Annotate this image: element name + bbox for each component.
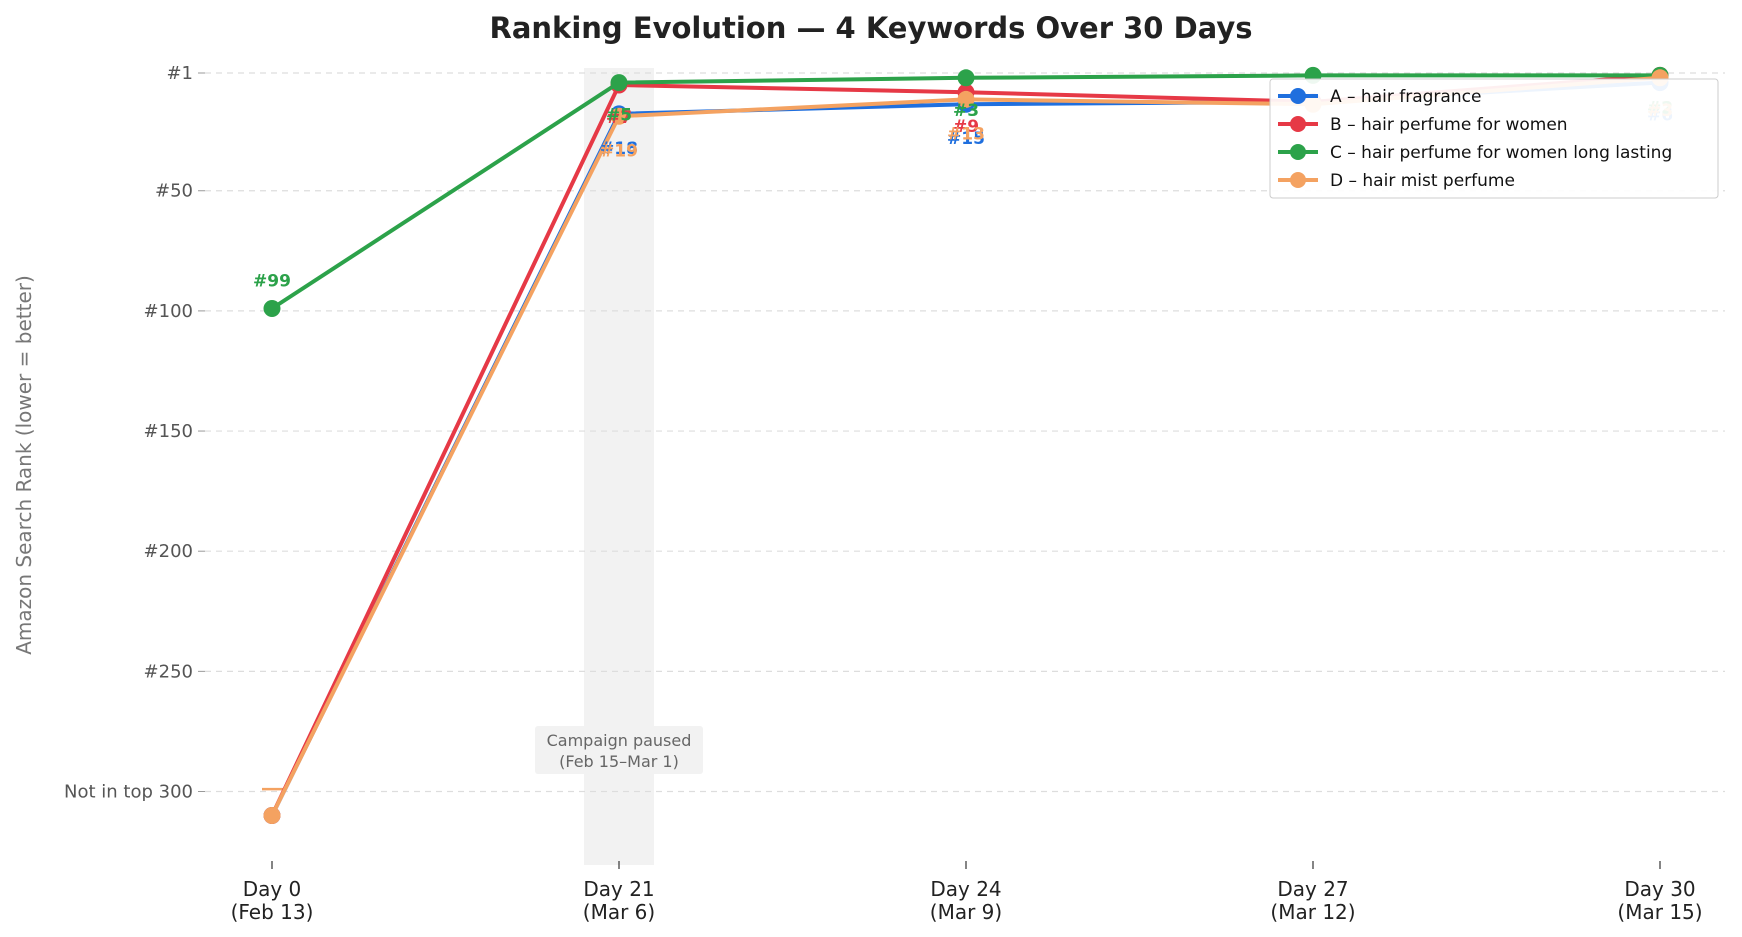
axes-group: #1 #50 #100 #150 #200 #250 Not in top 300 Day 0… bbox=[64, 63, 1703, 924]
point-label: #5 bbox=[606, 106, 632, 126]
data-point bbox=[263, 807, 281, 825]
x-tick-label: Day 30 bbox=[1624, 877, 1695, 901]
y-tick-label: #1 bbox=[166, 63, 193, 84]
legend-entry: D – hair mist perfume bbox=[1330, 171, 1515, 191]
shaded-region-label-box bbox=[535, 726, 703, 774]
y-tick-label: #250 bbox=[144, 661, 193, 682]
x-tick-sublabel: (Mar 9) bbox=[930, 900, 1002, 924]
x-tick-label: Day 27 bbox=[1277, 877, 1348, 901]
y-tick-label: #150 bbox=[144, 421, 193, 442]
data-point bbox=[610, 74, 628, 92]
shaded-region-label-line2: (Feb 15–Mar 1) bbox=[559, 752, 679, 771]
legend-swatch-marker bbox=[1290, 172, 1306, 188]
shaded-region-group: Campaign paused (Feb 15–Mar 1) bbox=[535, 68, 703, 865]
data-point bbox=[957, 69, 975, 87]
y-tick-label: Not in top 300 bbox=[64, 781, 193, 802]
shaded-region-label-line1: Campaign paused bbox=[547, 731, 692, 750]
point-label: #19 bbox=[600, 141, 638, 161]
data-point bbox=[610, 107, 628, 125]
legend-swatch-marker bbox=[1290, 116, 1306, 132]
y-tick-label: #50 bbox=[155, 181, 193, 202]
x-tick-label: Day 0 bbox=[243, 877, 302, 901]
data-point bbox=[263, 299, 281, 317]
y-tick-label: #100 bbox=[144, 301, 193, 322]
legend-swatch-marker bbox=[1290, 88, 1306, 104]
y-axis-label: Amazon Search Rank (lower = better) bbox=[12, 275, 36, 655]
point-label: #99 bbox=[253, 271, 291, 291]
chart-title: Ranking Evolution — 4 Keywords Over 30 D… bbox=[490, 11, 1253, 45]
point-label: #7 bbox=[606, 108, 632, 128]
legend-box bbox=[1269, 78, 1719, 199]
x-tick-sublabel: (Mar 6) bbox=[583, 900, 655, 924]
point-label: #9 bbox=[953, 117, 979, 137]
legend: A – hair fragrance B – hair perfume for w… bbox=[1269, 78, 1719, 199]
legend-entry: C – hair perfume for women long lasting bbox=[1330, 143, 1672, 163]
x-tick-label: Day 24 bbox=[930, 877, 1001, 901]
point-label: #15 bbox=[947, 129, 985, 149]
point-label: #18 bbox=[600, 139, 638, 159]
legend-swatch-marker bbox=[1290, 144, 1306, 160]
x-tick-sublabel: (Mar 12) bbox=[1270, 900, 1355, 924]
x-tick-label: Day 21 bbox=[583, 877, 654, 901]
y-tick-label: #200 bbox=[144, 541, 193, 562]
x-tick-sublabel: (Mar 15) bbox=[1617, 900, 1702, 924]
point-label: #13 bbox=[947, 124, 985, 144]
legend-entry: B – hair perfume for women bbox=[1330, 115, 1568, 135]
data-point bbox=[957, 90, 975, 108]
x-tick-sublabel: (Feb 13) bbox=[231, 900, 314, 924]
point-label: #3 bbox=[953, 101, 979, 121]
legend-entry: A – hair fragrance bbox=[1330, 87, 1481, 107]
